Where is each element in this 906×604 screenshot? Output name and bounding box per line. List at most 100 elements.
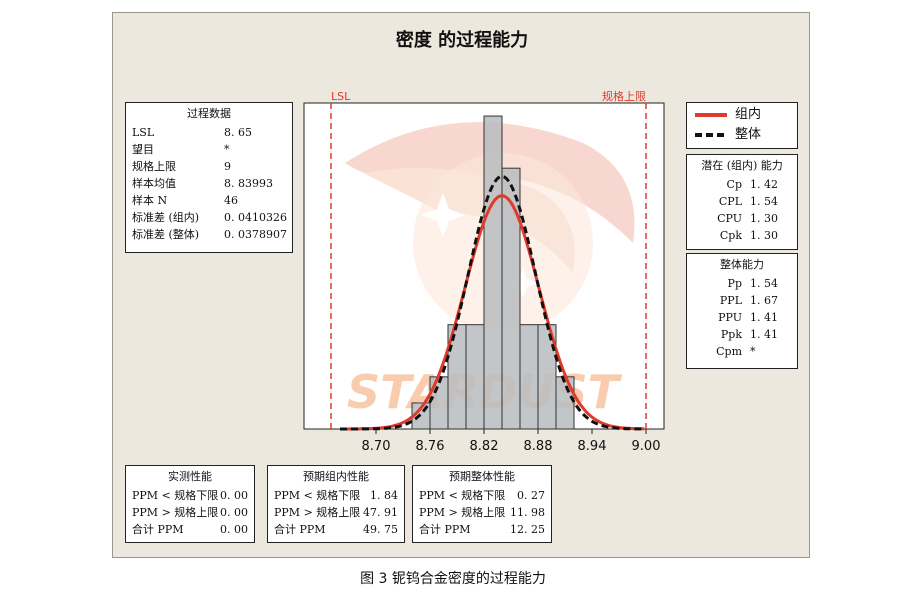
observed-row-value: 0. 00 <box>220 489 248 502</box>
potential-row: Cp 1. 42 <box>687 176 797 193</box>
potential-row-key: Cpk <box>719 229 742 242</box>
observed-row-value: 0. 00 <box>220 523 248 536</box>
expected-overall-rows: PPM < 规格下限 0. 27 PPM > 规格上限 11. 98 合计 PPM 12.… <box>413 487 551 538</box>
overall-row: PPL 1. 67 <box>687 292 797 309</box>
x-tick-label: 8.88 <box>524 439 553 454</box>
expected-overall-row-key: PPM < 规格下限 <box>419 489 506 502</box>
process-data-row: 样本均值 8. 83993 <box>126 175 292 192</box>
expected-overall-row-value: 0. 27 <box>517 489 545 502</box>
observed-performance-title: 实测性能 <box>168 470 212 483</box>
potential-capability-title: 潜在 (组内) 能力 <box>701 159 783 172</box>
observed-row-value: 0. 00 <box>220 506 248 519</box>
legend-swatch-overall <box>695 133 727 137</box>
expected-within-row: PPM > 规格上限 47. 91 <box>268 504 404 521</box>
legend-item-within: 组内 <box>687 105 797 125</box>
histogram-bar <box>501 167 521 430</box>
potential-row-key: Cp <box>726 178 742 191</box>
expected-overall-row: PPM > 规格上限 11. 98 <box>413 504 551 521</box>
legend-item-overall: 整体 <box>687 125 797 145</box>
process-data-title: 过程数据 <box>187 107 231 120</box>
potential-row: CPL 1. 54 <box>687 193 797 210</box>
expected-within-title: 预期组内性能 <box>303 470 369 483</box>
overall-row-key: PPL <box>719 294 742 307</box>
process-data-row-key: 样本 N <box>132 194 168 207</box>
expected-within-row-key: PPM < 规格下限 <box>274 489 361 502</box>
process-data-row: 望目 * <box>126 141 292 158</box>
observed-row-key: PPM > 规格上限 <box>132 506 219 519</box>
potential-row-key: CPU <box>717 212 742 225</box>
overall-row: PPU 1. 41 <box>687 309 797 326</box>
process-data-row-key: 规格上限 <box>132 160 176 173</box>
potential-capability-box: 潜在 (组内) 能力 Cp 1. 42 CPL 1. 54 CPU 1. 30 Cpk 1. … <box>686 154 798 250</box>
expected-overall-row-key: 合计 PPM <box>419 523 471 536</box>
expected-within-row-key: PPM > 规格上限 <box>274 506 361 519</box>
expected-within-row-key: 合计 PPM <box>274 523 326 536</box>
expected-overall-row-key: PPM > 规格上限 <box>419 506 506 519</box>
observed-row: PPM > 规格上限 0. 00 <box>126 504 254 521</box>
histogram-bar <box>429 376 449 430</box>
expected-within-row-value: 47. 91 <box>363 506 398 519</box>
process-data-row-value: 46 <box>224 194 238 207</box>
process-data-row-key: 望目 <box>132 143 154 156</box>
process-data-box: 过程数据 LSL 8. 65 望目 * 规格上限 9 样本均值 8. 83993 样本 N 46 标… <box>125 102 293 253</box>
observed-performance-rows: PPM < 规格下限 0. 00 PPM > 规格上限 0. 00 合计 PPM 0. 0… <box>126 487 254 538</box>
histogram-bar <box>519 324 539 430</box>
observed-row: PPM < 规格下限 0. 00 <box>126 487 254 504</box>
overall-row-value: 1. 54 <box>750 277 778 290</box>
process-data-row: LSL 8. 65 <box>126 124 292 141</box>
overall-capability-title: 整体能力 <box>720 258 764 271</box>
process-data-row-value: 8. 83993 <box>224 177 273 190</box>
potential-row-key: CPL <box>718 195 742 208</box>
process-data-row: 标准差 (组内) 0. 0410326 <box>126 209 292 226</box>
overall-row-value: 1. 67 <box>750 294 778 307</box>
legend: 组内 整体 <box>686 102 798 149</box>
x-tick-label: 8.70 <box>362 439 391 454</box>
x-tick-label: 8.76 <box>416 439 445 454</box>
process-data-row-value: 8. 65 <box>224 126 252 139</box>
process-data-row-value: 9 <box>224 160 231 173</box>
observed-performance-box: 实测性能 PPM < 规格下限 0. 00 PPM > 规格上限 0. 00 合计 PP… <box>125 465 255 543</box>
potential-row: CPU 1. 30 <box>687 210 797 227</box>
expected-overall-title: 预期整体性能 <box>449 470 515 483</box>
overall-row-key: PPU <box>718 311 742 324</box>
overall-capability-rows: Pp 1. 54 PPL 1. 67 PPU 1. 41 Ppk 1. 41 Cpm * <box>687 275 797 360</box>
process-data-row-value: 0. 0410326 <box>224 211 287 224</box>
process-data-row-key: 标准差 (整体) <box>132 228 200 241</box>
figure-caption: 图 3 铌钨合金密度的过程能力 <box>360 571 546 587</box>
x-tick-label: 8.82 <box>470 439 499 454</box>
potential-row-value: 1. 54 <box>750 195 778 208</box>
overall-row-value: 1. 41 <box>750 311 778 324</box>
observed-row: 合计 PPM 0. 00 <box>126 521 254 538</box>
expected-overall-row: 合计 PPM 12. 25 <box>413 521 551 538</box>
potential-row-value: 1. 42 <box>750 178 778 191</box>
expected-within-row: 合计 PPM 49. 75 <box>268 521 404 538</box>
x-tick-label: 9.00 <box>632 439 661 454</box>
overall-row: Ppk 1. 41 <box>687 326 797 343</box>
overall-row-value: * <box>750 345 756 358</box>
expected-within-row-value: 49. 75 <box>363 523 398 536</box>
process-data-row-key: 样本均值 <box>132 177 176 190</box>
legend-label-overall: 整体 <box>735 127 762 142</box>
expected-within-row: PPM < 规格下限 1. 84 <box>268 487 404 504</box>
expected-within-rows: PPM < 规格下限 1. 84 PPM > 规格上限 47. 91 合计 PPM 49.… <box>268 487 404 538</box>
usl-label: 规格上限 <box>602 89 646 103</box>
process-data-row: 规格上限 9 <box>126 158 292 175</box>
overall-curve <box>340 174 645 431</box>
observed-row-key: PPM < 规格下限 <box>132 489 219 502</box>
overall-row-value: 1. 41 <box>750 328 778 341</box>
expected-overall-row: PPM < 规格下限 0. 27 <box>413 487 551 504</box>
legend-label-within: 组内 <box>735 107 762 122</box>
lsl-label: LSL <box>331 90 351 103</box>
spec-lines: LSL 规格上限 <box>330 89 647 429</box>
chart-title: 密度 的过程能力 <box>396 29 528 51</box>
process-data-rows: LSL 8. 65 望目 * 规格上限 9 样本均值 8. 83993 样本 N 46 标准差 (组… <box>126 124 292 243</box>
histogram-bar <box>555 376 575 430</box>
overall-row: Pp 1. 54 <box>687 275 797 292</box>
x-axis-ticks: 8.70 8.76 8.82 8.88 8.94 9.00 <box>362 429 661 454</box>
expected-within-box: 预期组内性能 PPM < 规格下限 1. 84 PPM > 规格上限 47. 91 合计… <box>267 465 405 543</box>
x-tick-label: 8.94 <box>578 439 607 454</box>
potential-row-value: 1. 30 <box>750 229 778 242</box>
process-data-row-value: 0. 0378907 <box>224 228 287 241</box>
